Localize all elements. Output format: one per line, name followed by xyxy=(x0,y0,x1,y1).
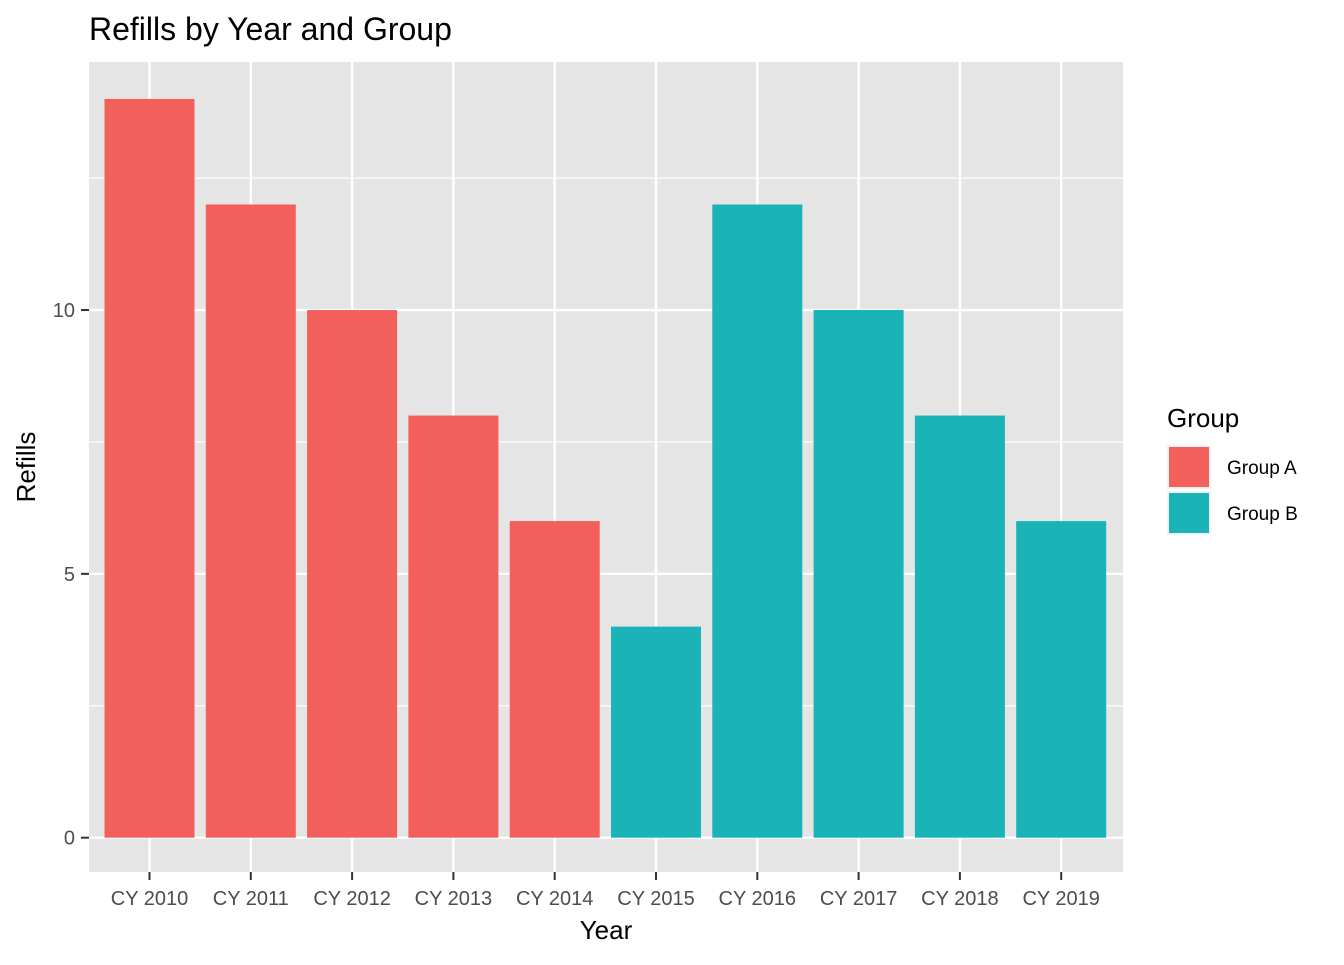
y-tick-label: 10 xyxy=(53,300,75,322)
x-tick-label: CY 2018 xyxy=(921,888,998,910)
bar-cy-2016 xyxy=(712,204,803,838)
bar-cy-2018 xyxy=(914,415,1005,838)
x-axis-title: Year xyxy=(580,915,633,945)
legend-swatch xyxy=(1169,493,1209,533)
legend-items: Group A Group B xyxy=(1167,445,1298,535)
legend-title: Group xyxy=(1167,403,1239,433)
x-tick-label: CY 2011 xyxy=(213,888,289,910)
x-tick-label: CY 2015 xyxy=(617,888,694,910)
legend: Group Group A Group B xyxy=(1167,403,1298,535)
bar-cy-2010 xyxy=(104,98,195,838)
bar-cy-2015 xyxy=(611,626,701,838)
bar-cy-2011 xyxy=(205,204,296,838)
x-tick-label: CY 2019 xyxy=(1022,888,1099,910)
chart-title: Refills by Year and Group xyxy=(89,11,452,47)
x-tick-label: CY 2012 xyxy=(313,888,390,910)
x-tick-label: CY 2016 xyxy=(719,888,796,910)
y-axis: 0 5 10 xyxy=(53,300,89,850)
bars-group xyxy=(104,98,1107,838)
bar-cy-2013 xyxy=(408,415,499,838)
x-tick-label: CY 2017 xyxy=(820,888,897,910)
x-tick-label: CY 2014 xyxy=(516,888,593,910)
bar-cy-2012 xyxy=(307,310,398,838)
bar-cy-2017 xyxy=(813,310,904,838)
x-tick-label: CY 2013 xyxy=(415,888,492,910)
bar-cy-2019 xyxy=(1016,521,1107,838)
x-tick-label: CY 2010 xyxy=(111,888,188,910)
x-axis: CY 2010 CY 2011 CY 2012 CY 2013 CY 2014 CY 20… xyxy=(111,872,1100,910)
y-axis-title: Refills xyxy=(11,432,41,503)
bar-cy-2014 xyxy=(509,521,600,838)
legend-swatch xyxy=(1169,447,1209,487)
y-tick-label: 0 xyxy=(64,828,75,850)
legend-label: Group B xyxy=(1227,504,1298,525)
y-tick-label: 5 xyxy=(64,564,75,586)
legend-label: Group A xyxy=(1227,458,1297,479)
